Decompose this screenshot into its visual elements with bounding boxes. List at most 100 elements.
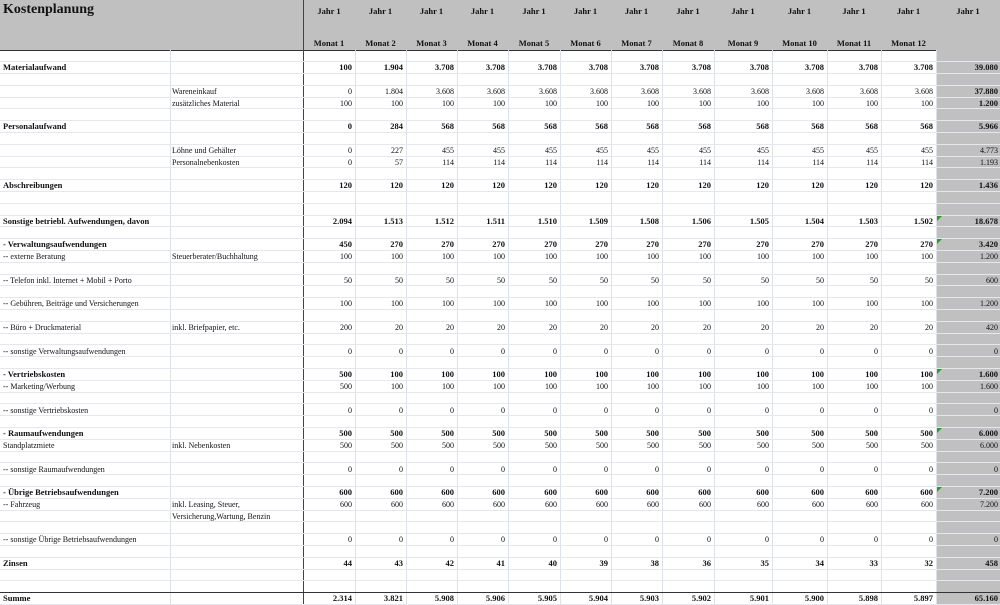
month-value-cell[interactable]: 0 bbox=[820, 346, 824, 356]
month-value-cell[interactable]: 3.608 bbox=[751, 86, 769, 96]
month-value-cell[interactable]: 100 bbox=[544, 369, 557, 380]
month-value-cell[interactable]: 57 bbox=[395, 157, 403, 167]
month-value-cell[interactable]: 0 bbox=[399, 535, 403, 545]
month-value-cell[interactable]: 3.608 bbox=[641, 86, 659, 96]
row-label[interactable]: -- externe Beratung bbox=[3, 252, 66, 262]
month-value-cell[interactable]: 20 bbox=[446, 322, 454, 332]
month-value-cell[interactable]: 600 bbox=[647, 499, 659, 509]
month-value-cell[interactable]: 3.708 bbox=[858, 62, 878, 73]
month-value-cell[interactable]: 3.708 bbox=[804, 62, 824, 73]
row-label[interactable]: -- sonstige Verwaltungsaufwendungen bbox=[3, 346, 126, 356]
month-value-cell[interactable]: 600 bbox=[866, 499, 878, 509]
month-value-cell[interactable]: 500 bbox=[699, 440, 711, 450]
month-value-cell[interactable]: 270 bbox=[441, 239, 454, 250]
total-value-cell[interactable]: 1.600 bbox=[980, 381, 998, 391]
month-value-cell[interactable]: 36 bbox=[702, 557, 712, 568]
month-value-cell[interactable]: 0 bbox=[553, 346, 557, 356]
month-value-cell[interactable]: 100 bbox=[921, 252, 933, 262]
month-value-cell[interactable]: 100 bbox=[493, 252, 505, 262]
month-value-cell[interactable]: 600 bbox=[699, 499, 711, 509]
month-value-cell[interactable]: 5.903 bbox=[639, 593, 659, 604]
month-value-cell[interactable]: 270 bbox=[646, 239, 659, 250]
month-value-cell[interactable]: 0 bbox=[707, 405, 711, 415]
total-value-cell[interactable]: 1.436 bbox=[978, 180, 998, 191]
month-value-cell[interactable]: 2.094 bbox=[332, 215, 352, 226]
month-value-cell[interactable]: 500 bbox=[441, 428, 454, 439]
total-value-cell[interactable]: 1.193 bbox=[980, 157, 998, 167]
month-value-cell[interactable]: 600 bbox=[492, 487, 505, 498]
month-value-cell[interactable]: 20 bbox=[870, 322, 878, 332]
total-value-cell[interactable]: 37.880 bbox=[974, 85, 998, 96]
month-value-cell[interactable]: 20 bbox=[761, 322, 769, 332]
total-value-cell[interactable]: 7.200 bbox=[978, 487, 998, 498]
total-value-cell[interactable]: 0 bbox=[994, 405, 998, 415]
month-value-cell[interactable]: 568 bbox=[865, 121, 878, 132]
row-note[interactable]: Wareneinkauf bbox=[172, 86, 217, 96]
month-value-cell[interactable]: 114 bbox=[812, 157, 824, 167]
month-value-cell[interactable]: 1.804 bbox=[385, 86, 403, 96]
total-value-cell[interactable]: 1.200 bbox=[980, 299, 998, 309]
column-header-month[interactable]: Monat 11 bbox=[836, 38, 872, 48]
month-value-cell[interactable]: 120 bbox=[595, 180, 608, 191]
row-label[interactable]: -- Fahrzeug bbox=[3, 499, 41, 509]
month-value-cell[interactable]: 500 bbox=[442, 440, 454, 450]
month-value-cell[interactable]: 0 bbox=[553, 405, 557, 415]
month-value-cell[interactable]: 120 bbox=[811, 180, 824, 191]
row-label[interactable]: -- Telefon inkl. Internet + Mobil + Port… bbox=[3, 275, 132, 285]
row-note[interactable]: zusätzliches Material bbox=[172, 98, 240, 108]
month-value-cell[interactable]: 100 bbox=[493, 98, 505, 108]
total-value-cell[interactable]: 0 bbox=[994, 346, 998, 356]
month-value-cell[interactable]: 100 bbox=[920, 369, 933, 380]
month-value-cell[interactable]: 0 bbox=[450, 535, 454, 545]
month-value-cell[interactable]: 3.608 bbox=[539, 86, 557, 96]
month-value-cell[interactable]: 0 bbox=[348, 86, 352, 96]
month-value-cell[interactable]: 600 bbox=[920, 487, 933, 498]
month-value-cell[interactable]: 2.314 bbox=[332, 593, 352, 604]
month-value-cell[interactable]: 100 bbox=[493, 299, 505, 309]
month-value-cell[interactable]: 100 bbox=[698, 369, 711, 380]
row-label[interactable]: Materialaufwand bbox=[3, 62, 67, 73]
total-value-cell[interactable]: 18.678 bbox=[974, 215, 998, 226]
month-value-cell[interactable]: 600 bbox=[698, 487, 711, 498]
column-header-month[interactable]: Monat 7 bbox=[621, 38, 652, 48]
month-value-cell[interactable]: 100 bbox=[812, 98, 824, 108]
row-label[interactable]: -- Gebühren, Beiträge und Versicherungen bbox=[3, 299, 139, 309]
month-value-cell[interactable]: 120 bbox=[441, 180, 454, 191]
row-label[interactable]: Personalaufwand bbox=[3, 121, 67, 132]
row-note[interactable]: Personalnebenkosten bbox=[172, 157, 240, 167]
month-value-cell[interactable]: 500 bbox=[811, 428, 824, 439]
month-value-cell[interactable]: 3.608 bbox=[590, 86, 608, 96]
month-value-cell[interactable]: 500 bbox=[757, 440, 769, 450]
month-value-cell[interactable]: 0 bbox=[450, 464, 454, 474]
row-label[interactable]: Zinsen bbox=[3, 557, 28, 568]
month-value-cell[interactable]: 1.506 bbox=[691, 215, 711, 226]
month-value-cell[interactable]: 600 bbox=[595, 487, 608, 498]
comment-indicator-icon[interactable] bbox=[937, 215, 942, 221]
month-value-cell[interactable]: 600 bbox=[646, 487, 659, 498]
column-header-year[interactable]: Jahr 1 bbox=[676, 6, 700, 16]
month-value-cell[interactable]: 100 bbox=[545, 299, 557, 309]
month-value-cell[interactable]: 0 bbox=[399, 346, 403, 356]
month-value-cell[interactable]: 3.608 bbox=[487, 86, 505, 96]
column-header-month[interactable]: Monat 3 bbox=[416, 38, 447, 48]
month-value-cell[interactable]: 600 bbox=[865, 487, 878, 498]
month-value-cell[interactable]: 0 bbox=[399, 405, 403, 415]
month-value-cell[interactable]: 1.510 bbox=[537, 215, 557, 226]
month-value-cell[interactable]: 50 bbox=[925, 275, 933, 285]
month-value-cell[interactable]: 500 bbox=[492, 428, 505, 439]
month-value-cell[interactable]: 500 bbox=[698, 428, 711, 439]
month-value-cell[interactable]: 50 bbox=[497, 275, 505, 285]
month-value-cell[interactable]: 100 bbox=[811, 369, 824, 380]
row-label[interactable]: - Verwaltungsaufwendungen bbox=[3, 239, 107, 250]
column-header-year[interactable]: Jahr 1 bbox=[470, 6, 495, 16]
month-value-cell[interactable]: 600 bbox=[544, 487, 557, 498]
month-value-cell[interactable]: 20 bbox=[600, 322, 608, 332]
month-value-cell[interactable]: 100 bbox=[442, 299, 454, 309]
month-value-cell[interactable]: 600 bbox=[757, 499, 769, 509]
month-value-cell[interactable]: 1.503 bbox=[858, 215, 878, 226]
row-note[interactable]: inkl. Nebenkosten bbox=[172, 440, 231, 450]
column-header-year[interactable]: Jahr 1 bbox=[842, 6, 866, 16]
month-value-cell[interactable]: 1.512 bbox=[434, 215, 454, 226]
month-value-cell[interactable]: 50 bbox=[816, 275, 824, 285]
